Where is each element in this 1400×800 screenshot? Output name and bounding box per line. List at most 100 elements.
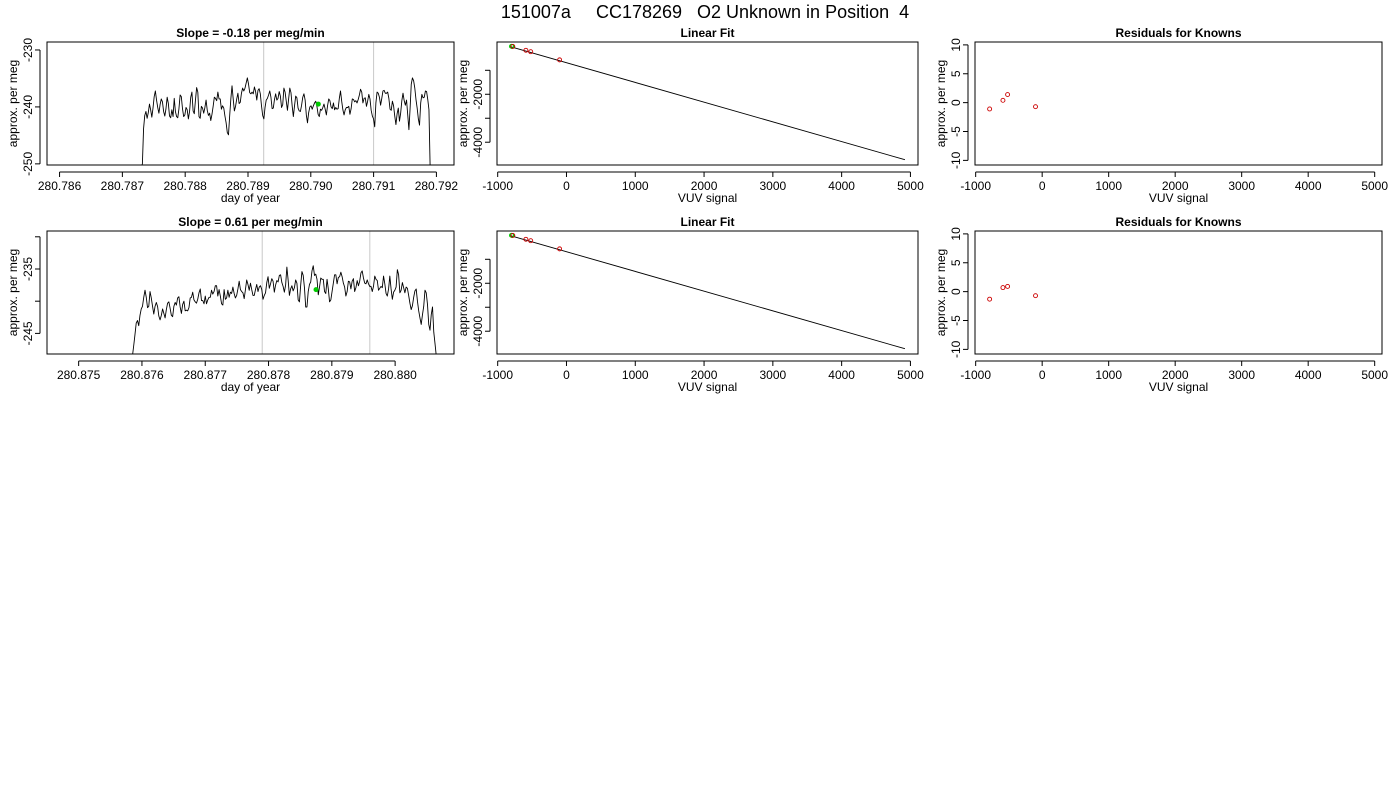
x-tick-label: 280.786: [38, 179, 82, 193]
data-point-marker: [313, 287, 319, 293]
plot-area: [132, 231, 437, 354]
plot-title: Linear Fit: [680, 215, 734, 229]
y-tick-label: 10: [949, 38, 963, 52]
x-tick-label: 4000: [828, 179, 855, 193]
x-tick-label: -1000: [960, 368, 991, 382]
x-tick-label: 2000: [1162, 368, 1189, 382]
x-tick-label: 3000: [1228, 179, 1255, 193]
plot-area: [508, 232, 906, 350]
y-axis-label: approx. per meg: [934, 60, 948, 147]
data-point-marker: [315, 101, 321, 107]
plot-title: Linear Fit: [680, 26, 734, 40]
x-tick-label: 280.790: [289, 179, 333, 193]
x-tick-label: 280.788: [163, 179, 207, 193]
page-title: 151007a CC178269 O2 Unknown in Position …: [500, 2, 910, 22]
plot-title: Residuals for Knowns: [1115, 215, 1241, 229]
x-tick-label: 3000: [1228, 368, 1255, 382]
y-tick-label: -4000: [471, 316, 485, 347]
y-tick-label: -245: [21, 321, 35, 345]
x-tick-label: 1000: [1095, 179, 1122, 193]
plot-panel-ts2: 280.875 280.876 280.877 280.878 280.879 280.8…: [6, 215, 455, 394]
x-axis-label: day of year: [221, 380, 280, 394]
y-axis-label: approx. per meg: [934, 249, 948, 336]
x-tick-label: 5000: [1361, 179, 1388, 193]
x-axis-label: VUV signal: [678, 191, 737, 205]
y-tick-label: -230: [21, 38, 35, 62]
y-tick-label: 0: [949, 99, 963, 106]
x-axis-label: VUV signal: [1149, 380, 1208, 394]
x-tick-label: 5000: [897, 368, 924, 382]
x-tick-label: 4000: [1295, 368, 1322, 382]
x-tick-label: -1000: [960, 179, 991, 193]
x-tick-label: 4000: [828, 368, 855, 382]
data-point: [1005, 283, 1011, 289]
data-point: [528, 49, 534, 55]
data-point: [987, 296, 993, 302]
x-tick-label: 280.787: [101, 179, 145, 193]
data-point: [1000, 97, 1006, 103]
y-tick-label: -240: [21, 95, 35, 119]
x-axis-label: VUV signal: [1149, 191, 1208, 205]
plot-panel-fit1: -1000 0 1000 2000 3000 4000 5000 -4000 -2000 Line…: [456, 26, 924, 205]
y-axis-label: approx. per meg: [6, 249, 20, 336]
x-tick-label: 280.875: [57, 368, 101, 382]
plot-frame: [496, 230, 919, 355]
x-tick-label: 1000: [622, 368, 649, 382]
x-axis-label: VUV signal: [678, 380, 737, 394]
data-point: [510, 43, 516, 49]
y-tick-label: 0: [949, 288, 963, 295]
x-tick-label: 0: [1039, 368, 1046, 382]
x-tick-label: 1000: [622, 179, 649, 193]
series-line: [132, 265, 437, 354]
x-tick-label: 0: [563, 368, 570, 382]
y-axis-label: approx. per meg: [456, 60, 470, 147]
data-point: [523, 236, 529, 242]
data-point: [1000, 285, 1006, 291]
x-tick-label: 280.878: [247, 368, 291, 382]
data-point: [523, 47, 529, 53]
x-tick-label: 2000: [691, 368, 718, 382]
plot-frame: [46, 230, 455, 355]
x-tick-label: 2000: [691, 179, 718, 193]
y-tick-label: -2000: [471, 268, 485, 299]
x-tick-label: 3000: [759, 179, 786, 193]
x-tick-label: 3000: [759, 368, 786, 382]
plot-title: Slope = -0.18 per meg/min: [176, 26, 324, 40]
x-tick-label: 1000: [1095, 368, 1122, 382]
series-line: [141, 77, 431, 165]
y-tick-label: 5: [949, 259, 963, 266]
plot-panel-res1: -1000 0 1000 2000 3000 4000 5000 -10 -5 0 5 10 Resid…: [934, 26, 1388, 205]
plot-frame: [46, 41, 455, 166]
data-point: [1005, 92, 1011, 97]
data-point: [528, 238, 534, 244]
fit-line: [509, 46, 906, 161]
x-tick-label: 280.880: [373, 368, 417, 382]
plot-area: [508, 43, 906, 161]
y-tick-label: -5: [949, 126, 963, 137]
x-tick-label: 280.792: [415, 179, 459, 193]
x-tick-label: 5000: [897, 179, 924, 193]
x-tick-label: 280.791: [352, 179, 396, 193]
y-tick-label: 5: [949, 70, 963, 77]
x-tick-label: 0: [563, 179, 570, 193]
x-tick-label: 0: [1039, 179, 1046, 193]
y-tick-label: 10: [949, 227, 963, 241]
plot-panel-res2: -1000 0 1000 2000 3000 4000 5000 -10 -5 0 5 10 Resid…: [934, 215, 1388, 394]
y-tick-label: -2000: [471, 79, 485, 110]
data-point: [987, 106, 993, 112]
x-axis-label: day of year: [221, 191, 280, 205]
plot-panel-fit2: -1000 0 1000 2000 3000 4000 5000 -4000 -2000 Line…: [456, 215, 924, 394]
plot-frame: [974, 230, 1383, 355]
x-tick-label: -1000: [482, 179, 513, 193]
x-tick-label: 280.789: [226, 179, 270, 193]
fit-line: [509, 235, 906, 350]
plot-frame: [974, 41, 1383, 166]
x-tick-label: 280.876: [120, 368, 164, 382]
data-point: [557, 246, 563, 252]
data-point: [510, 232, 516, 238]
plot-title: Slope = 0.61 per meg/min: [178, 215, 322, 229]
y-axis-label: approx. per meg: [456, 249, 470, 336]
data-point: [557, 57, 563, 63]
y-tick-label: -10: [949, 151, 963, 169]
